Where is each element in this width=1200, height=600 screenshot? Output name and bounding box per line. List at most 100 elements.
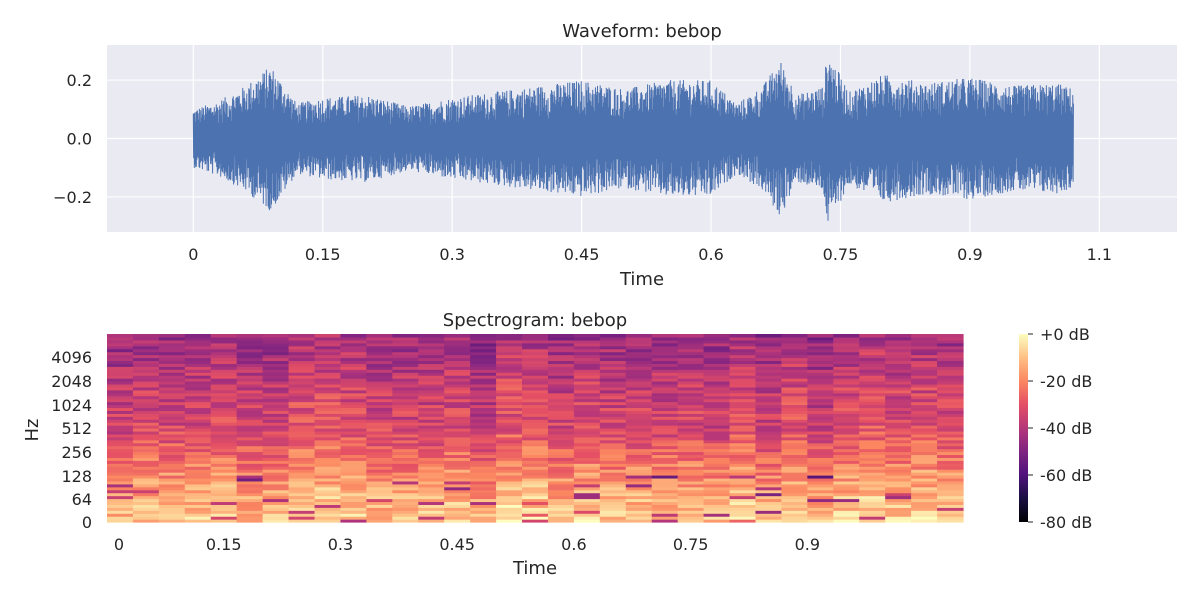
spectrogram-cell [288,480,316,485]
spectrogram-cell [366,386,393,391]
spectrogram-cell [911,513,938,517]
spectrogram-cell [444,425,471,429]
spectrogram-cell [885,351,912,356]
spectrogram-cell [911,451,938,456]
spectrogram-cell [885,416,912,420]
spectrogram-cell [651,351,679,356]
spectrogram-cell [470,357,497,362]
spectrogram-cell [444,451,471,456]
spectrogram-cell [340,410,367,414]
spectrogram-cell [885,475,912,479]
spectrogram-cell [366,389,393,394]
spectrogram-cell [677,401,705,406]
spectrogram-cell [729,389,757,394]
spectrogram-cell [755,357,783,362]
spectrogram-cell [418,513,445,517]
spectrogram-cell [729,360,757,364]
spectrogram-cell [547,413,575,417]
spectrogram-cell [496,392,523,397]
spectrogram-cell [599,472,627,476]
spectrogram-cell [677,375,705,379]
spectrogram-cell [470,386,497,391]
spectrogram-cell [418,436,445,441]
spectrogram-cell [807,510,834,514]
spectrogram-cell [547,495,575,500]
spectrogram-cell [833,463,860,467]
colorbar-tick-label: -40 dB [1040,419,1092,438]
spectrogram-cell [807,345,834,350]
spectrogram-cell [911,357,938,362]
spectrogram-cell [651,457,679,461]
spectrogram-cell [781,363,808,367]
spectrogram-cell [314,342,342,347]
spectrogram-cell [262,510,290,514]
spectrogram-cell [366,375,393,379]
spectrogram-cell [340,475,367,479]
spectrogram-cell [573,495,601,500]
spectrogram-cell [573,475,601,479]
spectrogram-cell [859,407,886,411]
spectrogram-cell [470,348,497,353]
spectrogram-cell [703,422,731,426]
spectrogram-cell [547,375,575,379]
spectrogram-cell [625,519,653,523]
spectrogram-cell [314,486,342,491]
spectrogram-cell [573,345,601,350]
spectrogram-cell [522,381,549,385]
spectrogram-cell [288,386,316,391]
spectrogram-cell [158,339,186,344]
spectrogram-cell [262,381,290,385]
spectrogram-cell [107,430,134,435]
spectrogram-cell [625,477,653,482]
spectrogram-cell [522,454,549,458]
spectrogram-cell [703,489,731,494]
spectrogram-cell [288,407,316,411]
spectrogram-cell [729,489,757,494]
spectrogram-cell [470,489,497,494]
spectrogram-cell [418,339,445,344]
spectrogram-cell [833,510,860,514]
spectrogram-cell [392,513,419,517]
spectrogram-cell [418,413,445,417]
spectrogram-cell [781,454,808,458]
spectrogram-cell [573,477,601,482]
spectrogram-cell [158,466,186,470]
spectrogram-cell [729,404,757,409]
spectrogram-cell [392,345,419,350]
spectrogram-cell [651,436,679,441]
spectrogram-cell [314,501,342,505]
spectrogram-cell [677,378,705,382]
spectrogram-cell [651,519,679,523]
spectrogram-cell [651,472,679,476]
spectrogram-cell [444,472,471,476]
spectrogram-cell [158,425,186,429]
spectrogram-cell [911,422,938,426]
spectrogram-cell [366,510,393,514]
spectrogram-cell [859,519,886,523]
spectrogram-cell [625,472,653,476]
spectrogram-cell [937,372,964,376]
spectrogram-cell [781,354,808,359]
spectrogram-cell [366,357,393,362]
spectrogram-cell [781,469,808,473]
spectrogram-cell [314,413,342,417]
spectrogram-cell [184,404,212,409]
spectrogram-cell [911,401,938,406]
spectrogram-cell [236,498,264,503]
spectrogram-cell [651,466,679,470]
spectrogram-cell [392,519,419,523]
spectrogram-cell [418,477,445,482]
spectrogram-cell [496,428,523,432]
spectrogram-cell [677,466,705,470]
spectrogram-cell [470,495,497,500]
spectrogram-cell [599,442,627,447]
spectrogram-cell [833,480,860,485]
spectrogram-cell [288,442,316,447]
spectrogram-cell [937,492,964,497]
spectrogram-cell [314,375,342,379]
spectrogram-cell [885,339,912,344]
spectrogram-cell [807,381,834,385]
spectrogram-cell [158,357,186,362]
spectrogram-cell [781,404,808,409]
spectrogram-cell [210,466,238,470]
